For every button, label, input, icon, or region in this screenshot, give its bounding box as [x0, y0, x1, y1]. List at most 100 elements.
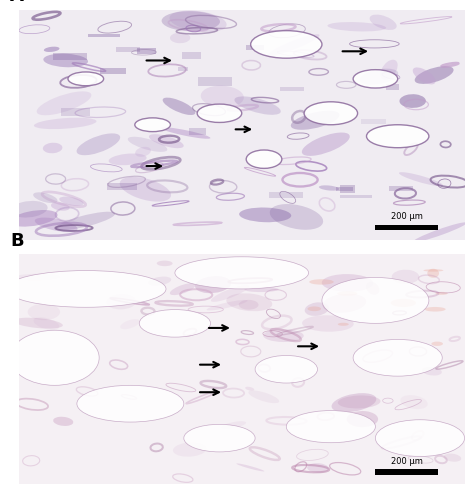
Ellipse shape — [211, 285, 249, 302]
Ellipse shape — [157, 260, 173, 266]
Ellipse shape — [237, 464, 264, 472]
Ellipse shape — [307, 463, 329, 473]
Ellipse shape — [392, 269, 419, 284]
Ellipse shape — [245, 387, 254, 391]
Ellipse shape — [413, 223, 467, 242]
Ellipse shape — [423, 269, 443, 271]
Ellipse shape — [120, 319, 140, 329]
Text: 200 μm: 200 μm — [391, 212, 422, 221]
Ellipse shape — [338, 396, 381, 408]
Ellipse shape — [34, 317, 59, 330]
Ellipse shape — [77, 385, 184, 422]
Ellipse shape — [431, 342, 443, 346]
Ellipse shape — [248, 391, 279, 403]
Ellipse shape — [338, 323, 349, 326]
Ellipse shape — [163, 98, 195, 115]
Ellipse shape — [346, 411, 378, 427]
Ellipse shape — [170, 10, 227, 32]
Ellipse shape — [319, 185, 339, 191]
Ellipse shape — [401, 395, 428, 409]
Ellipse shape — [360, 69, 398, 84]
Ellipse shape — [239, 208, 291, 222]
Ellipse shape — [197, 104, 242, 122]
Ellipse shape — [422, 367, 442, 376]
Bar — [198, 77, 232, 86]
Ellipse shape — [366, 125, 429, 148]
Ellipse shape — [195, 276, 231, 293]
Ellipse shape — [184, 424, 255, 452]
Ellipse shape — [43, 143, 63, 153]
Ellipse shape — [413, 67, 436, 84]
Bar — [137, 48, 156, 54]
Text: A: A — [10, 0, 24, 5]
Ellipse shape — [10, 210, 57, 227]
Ellipse shape — [263, 329, 304, 342]
Bar — [246, 45, 264, 50]
Ellipse shape — [14, 318, 63, 328]
Ellipse shape — [251, 30, 322, 58]
Ellipse shape — [226, 293, 272, 311]
Ellipse shape — [291, 111, 339, 130]
Ellipse shape — [175, 257, 309, 289]
Ellipse shape — [337, 291, 357, 296]
Ellipse shape — [6, 270, 166, 307]
Ellipse shape — [173, 443, 207, 457]
Text: 200 μm: 200 μm — [391, 457, 422, 466]
Ellipse shape — [13, 274, 60, 280]
Ellipse shape — [53, 417, 73, 426]
Bar — [340, 195, 372, 198]
Bar — [116, 47, 140, 52]
Ellipse shape — [305, 302, 329, 316]
Ellipse shape — [328, 22, 386, 31]
Ellipse shape — [148, 276, 171, 286]
Ellipse shape — [162, 11, 220, 31]
Ellipse shape — [444, 454, 461, 462]
Bar — [269, 192, 303, 199]
Ellipse shape — [302, 133, 350, 156]
Text: B: B — [10, 232, 24, 250]
Ellipse shape — [245, 287, 279, 292]
Bar — [389, 186, 413, 191]
Ellipse shape — [207, 300, 247, 310]
Ellipse shape — [309, 279, 334, 284]
Ellipse shape — [51, 203, 70, 211]
Ellipse shape — [302, 315, 354, 332]
Ellipse shape — [239, 300, 258, 310]
Ellipse shape — [308, 306, 321, 311]
Ellipse shape — [149, 134, 184, 148]
Ellipse shape — [109, 154, 146, 165]
Ellipse shape — [427, 269, 439, 278]
Ellipse shape — [391, 299, 416, 307]
Ellipse shape — [106, 294, 136, 309]
Ellipse shape — [135, 118, 171, 132]
Ellipse shape — [27, 304, 60, 320]
Ellipse shape — [353, 70, 398, 88]
Ellipse shape — [170, 32, 190, 43]
Ellipse shape — [322, 274, 374, 292]
Ellipse shape — [370, 14, 397, 30]
Ellipse shape — [415, 66, 454, 84]
Ellipse shape — [286, 411, 375, 443]
Ellipse shape — [34, 118, 97, 129]
Ellipse shape — [331, 393, 376, 412]
Ellipse shape — [304, 102, 357, 125]
Ellipse shape — [139, 309, 210, 337]
Ellipse shape — [120, 177, 171, 202]
Bar — [340, 186, 355, 193]
Bar — [190, 128, 206, 135]
Ellipse shape — [77, 133, 120, 155]
Ellipse shape — [353, 339, 442, 376]
Bar — [280, 87, 304, 91]
Ellipse shape — [268, 34, 319, 55]
Bar — [107, 183, 137, 190]
Ellipse shape — [33, 192, 57, 203]
Ellipse shape — [161, 127, 210, 139]
Bar — [182, 51, 201, 59]
Ellipse shape — [375, 420, 465, 457]
Bar — [386, 83, 399, 90]
Ellipse shape — [59, 197, 83, 206]
Bar — [61, 108, 90, 116]
Ellipse shape — [381, 60, 398, 80]
Ellipse shape — [366, 282, 379, 295]
Bar — [336, 187, 353, 191]
